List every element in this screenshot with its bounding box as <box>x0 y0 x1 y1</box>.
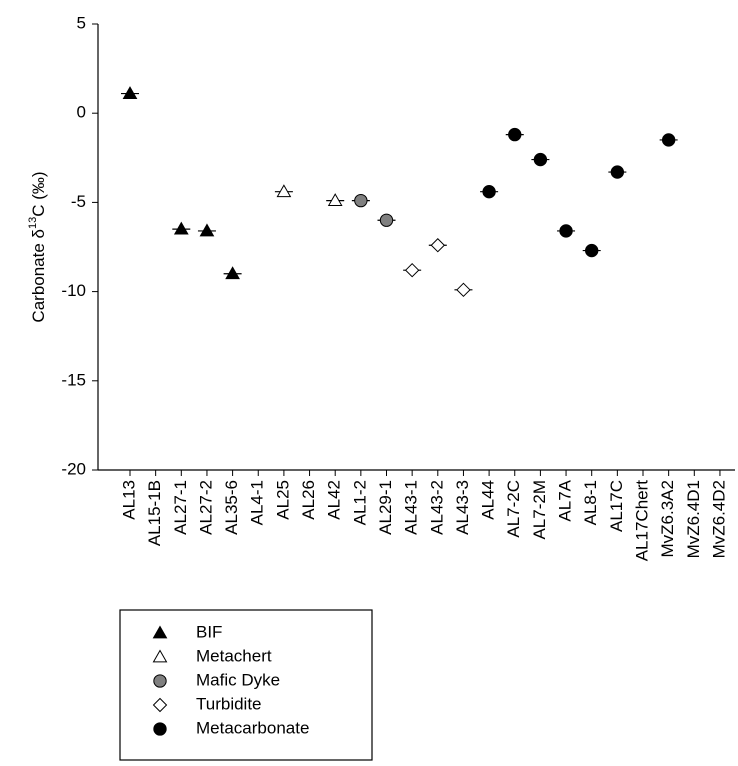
x-tick-label: MvZ6.3A2 <box>658 480 677 557</box>
legend-label: BIF <box>196 622 222 641</box>
x-tick-label: AL7-2M <box>530 480 549 540</box>
y-tick-label: -5 <box>71 192 86 211</box>
x-tick-label: AL17Chert <box>632 480 651 562</box>
data-point <box>354 193 368 208</box>
legend-label: Turbidite <box>196 694 262 713</box>
data-point <box>327 193 343 206</box>
x-tick-label: MvZ6.4D2 <box>709 480 728 558</box>
x-tick-label: AL15-1B <box>145 480 164 546</box>
y-tick-label: -20 <box>61 459 86 478</box>
x-tick-label: AL13 <box>119 480 138 520</box>
data-point <box>661 133 676 147</box>
y-axis-label: Carbonate δ13C (‰) <box>27 171 49 322</box>
x-tick-label: AL7A <box>556 479 575 521</box>
x-tick-label: AL43-1 <box>402 480 421 535</box>
legend-marker <box>153 674 167 688</box>
y-tick-label: -15 <box>61 370 86 389</box>
data-point <box>508 127 522 142</box>
legend-label: Metachert <box>196 646 272 665</box>
y-tick-label: 5 <box>77 13 86 32</box>
data-point <box>533 152 548 167</box>
x-tick-label: AL1-2 <box>350 480 369 525</box>
data-point <box>225 266 240 280</box>
data-point <box>404 262 420 278</box>
legend-label: Mafic Dyke <box>196 670 280 689</box>
data-point <box>379 213 394 227</box>
legend-marker <box>152 625 168 639</box>
x-tick-label: AL4-1 <box>248 480 267 525</box>
y-label-sup: 13 <box>27 217 39 229</box>
data-point <box>559 224 573 238</box>
y-tick-label: 0 <box>77 103 86 122</box>
x-tick-label: AL29-1 <box>376 480 395 535</box>
data-point <box>199 223 215 237</box>
data-point <box>430 238 446 253</box>
x-tick-label: AL8-1 <box>581 480 600 525</box>
x-tick-label: AL17C <box>607 480 626 532</box>
y-label-text: C (‰) <box>29 171 48 216</box>
x-tick-label: MvZ6.4D1 <box>684 480 703 558</box>
data-point <box>173 221 189 235</box>
data-point <box>585 243 599 258</box>
x-tick-label: AL26 <box>299 480 318 520</box>
y-tick-label: -10 <box>61 281 86 300</box>
data-point <box>610 165 625 179</box>
x-tick-label: AL44 <box>479 480 498 520</box>
legend-marker <box>152 649 168 663</box>
legend-marker <box>153 722 167 736</box>
data-point <box>122 86 138 99</box>
legend-box <box>119 609 373 761</box>
x-tick-label: AL7-2C <box>504 480 523 538</box>
legend-label: Metacarbonate <box>196 718 309 737</box>
x-tick-label: AL35-6 <box>222 480 241 535</box>
legend-marker <box>152 697 168 713</box>
x-tick-label: AL27-2 <box>196 480 215 535</box>
x-tick-label: AL43-2 <box>427 480 446 535</box>
data-point <box>482 185 496 199</box>
x-tick-label: AL27-1 <box>171 480 190 535</box>
x-tick-label: AL25 <box>273 480 292 520</box>
data-point <box>456 282 471 298</box>
y-label-text: Carbonate δ <box>29 229 48 323</box>
x-tick-label: AL43-3 <box>453 480 472 535</box>
x-tick-label: AL42 <box>325 480 344 520</box>
data-point <box>276 184 292 198</box>
